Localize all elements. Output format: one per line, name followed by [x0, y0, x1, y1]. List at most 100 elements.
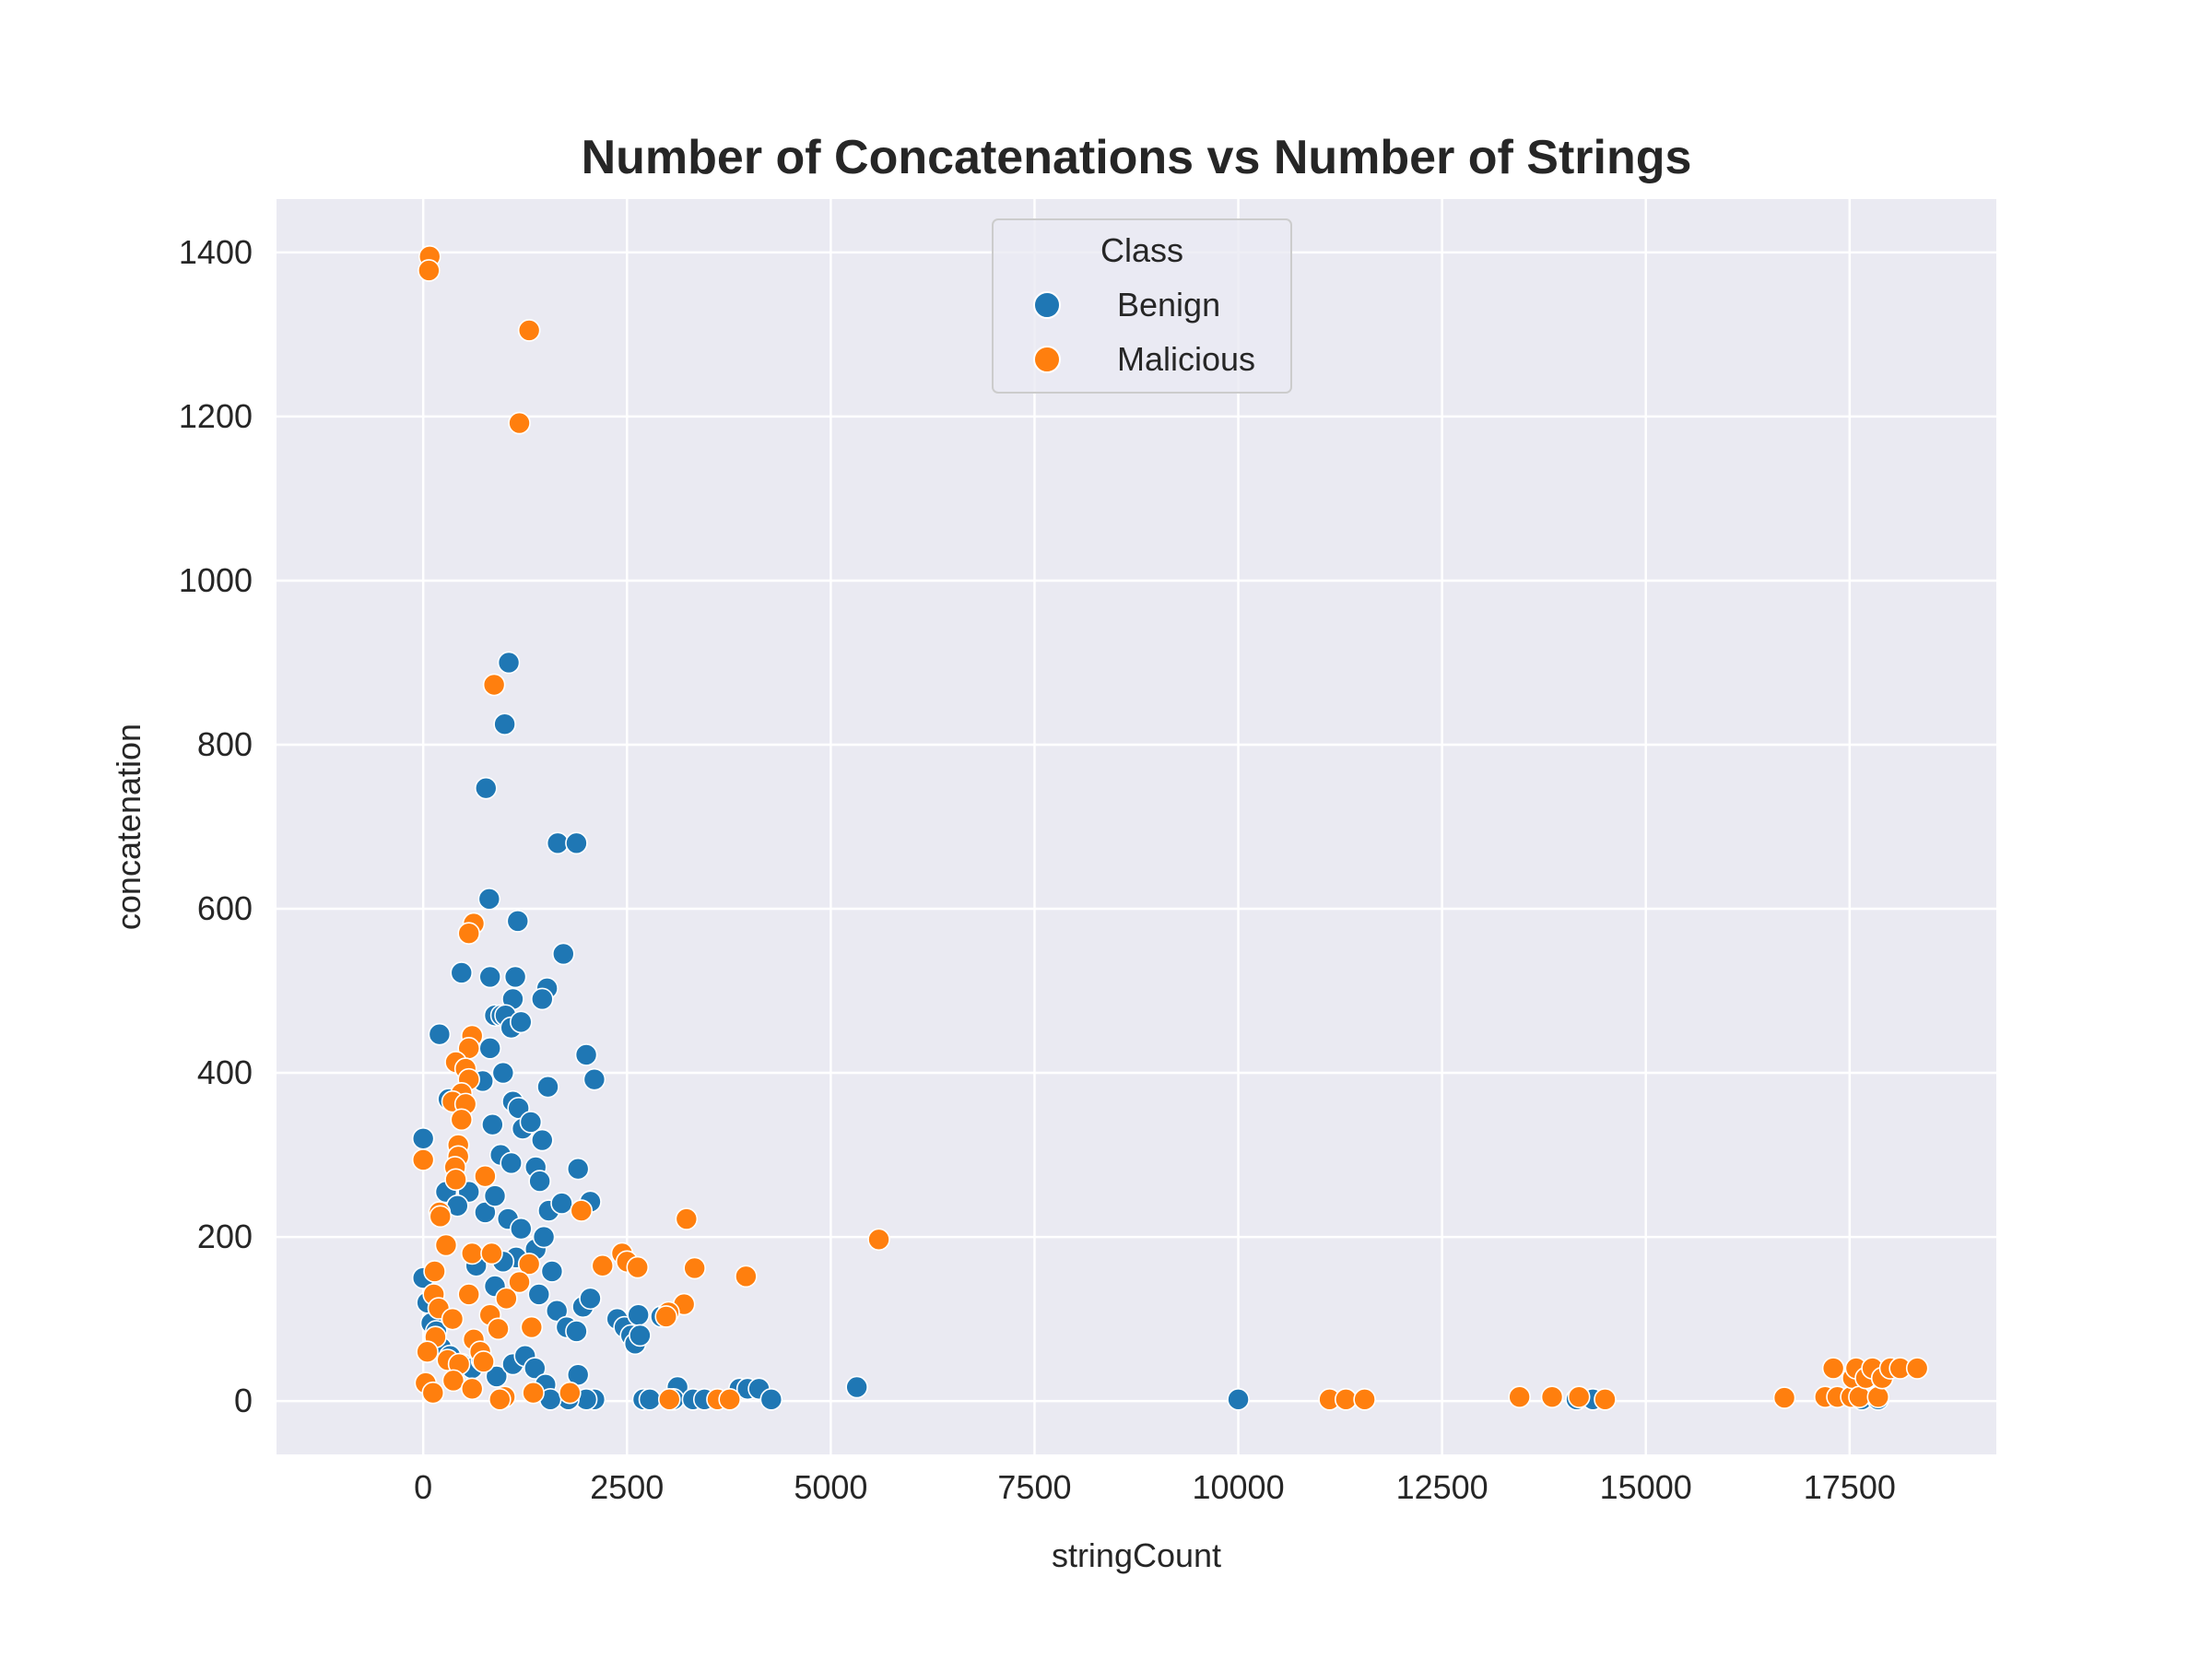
x-tick-label: 7500 — [997, 1468, 1071, 1506]
x-tick-labels: 0 2500 5000 7500 10000 12500 15000 17500 — [414, 1468, 1896, 1506]
point-benign — [531, 987, 554, 1011]
point-benign — [519, 1111, 543, 1134]
point-benign — [536, 1075, 559, 1099]
point-benign — [532, 1225, 556, 1249]
point-malicious — [429, 1205, 453, 1229]
data-points — [411, 245, 1929, 1411]
point-benign — [566, 1157, 590, 1181]
y-tick-labels: 0 200 400 600 800 1000 1200 1400 — [179, 233, 253, 1419]
grid — [276, 199, 1996, 1454]
point-benign — [481, 1112, 504, 1136]
legend-label-benign: Benign — [1117, 286, 1220, 324]
y-tick-label: 0 — [234, 1382, 253, 1419]
point-malicious — [441, 1369, 465, 1393]
legend-label-malicious: Malicious — [1117, 340, 1255, 378]
point-malicious — [441, 1307, 465, 1331]
point-malicious — [508, 411, 531, 435]
point-malicious — [1540, 1385, 1564, 1408]
y-tick-label: 1200 — [179, 397, 253, 435]
point-malicious — [480, 1241, 503, 1265]
point-malicious — [683, 1256, 706, 1280]
point-malicious — [488, 1388, 512, 1411]
point-benign — [845, 1375, 868, 1399]
point-benign — [638, 1388, 662, 1411]
point-benign — [491, 1061, 515, 1085]
point-malicious — [487, 1317, 510, 1341]
point-malicious — [1594, 1388, 1617, 1411]
point-malicious — [457, 1283, 481, 1306]
y-tick-label: 1000 — [179, 561, 253, 599]
point-benign — [527, 1283, 551, 1306]
point-malicious — [1772, 1386, 1796, 1409]
point-malicious — [460, 1241, 484, 1265]
y-tick-label: 400 — [197, 1053, 253, 1091]
y-tick-label: 600 — [197, 889, 253, 927]
x-tick-label: 0 — [414, 1468, 432, 1506]
point-benign — [411, 1126, 435, 1150]
point-benign — [627, 1303, 650, 1326]
y-tick-label: 1400 — [179, 233, 253, 271]
point-malicious — [444, 1168, 467, 1192]
point-malicious — [482, 673, 506, 697]
point-benign — [450, 961, 474, 984]
point-malicious — [517, 319, 541, 342]
plot-area — [276, 199, 1996, 1454]
point-benign — [524, 1357, 547, 1380]
x-tick-label: 15000 — [1600, 1468, 1692, 1506]
point-benign — [574, 1043, 598, 1066]
point-malicious — [570, 1199, 594, 1222]
point-benign — [550, 1192, 573, 1215]
point-benign — [483, 1184, 507, 1207]
point-benign — [478, 1037, 502, 1060]
point-benign — [565, 831, 588, 855]
point-benign — [565, 1320, 588, 1343]
point-malicious — [591, 1253, 615, 1277]
point-benign — [506, 910, 530, 933]
point-benign — [474, 1201, 497, 1224]
point-benign — [1227, 1388, 1250, 1411]
x-axis-label: stringCount — [1052, 1536, 1221, 1574]
x-tick-label: 10000 — [1192, 1468, 1284, 1506]
point-malicious — [434, 1233, 458, 1257]
point-malicious — [626, 1255, 650, 1279]
point-benign — [545, 1299, 569, 1323]
point-benign — [477, 888, 501, 911]
point-malicious — [1508, 1385, 1531, 1408]
point-malicious — [472, 1350, 495, 1373]
point-malicious — [559, 1381, 582, 1405]
point-malicious — [423, 1260, 446, 1283]
point-malicious — [457, 922, 481, 946]
point-malicious — [867, 1228, 890, 1252]
point-malicious — [735, 1265, 758, 1288]
point-benign — [493, 712, 516, 736]
point-malicious — [520, 1315, 544, 1339]
point-benign — [478, 965, 502, 989]
legend-marker-malicious — [1033, 346, 1061, 373]
x-tick-label: 12500 — [1396, 1468, 1488, 1506]
point-malicious — [421, 1381, 445, 1405]
chart-title: Number of Concatenations vs Number of St… — [582, 131, 1692, 184]
point-malicious — [418, 259, 441, 282]
point-benign — [528, 1170, 551, 1193]
point-benign — [500, 1151, 523, 1175]
point-benign — [551, 942, 575, 966]
point-malicious — [508, 1270, 531, 1294]
point-benign — [759, 1388, 783, 1411]
y-tick-label: 200 — [197, 1218, 253, 1255]
point-malicious — [495, 1287, 518, 1311]
point-malicious — [654, 1305, 678, 1328]
point-benign — [474, 776, 498, 800]
point-benign — [510, 1010, 533, 1034]
point-malicious — [718, 1388, 742, 1411]
point-malicious — [1866, 1385, 1890, 1408]
point-malicious — [474, 1164, 497, 1188]
point-benign — [510, 1217, 533, 1241]
point-benign — [503, 965, 527, 989]
point-malicious — [517, 1253, 541, 1276]
y-tick-label: 800 — [197, 725, 253, 763]
point-malicious — [450, 1108, 474, 1132]
point-malicious — [1353, 1388, 1376, 1411]
point-benign — [629, 1324, 652, 1347]
